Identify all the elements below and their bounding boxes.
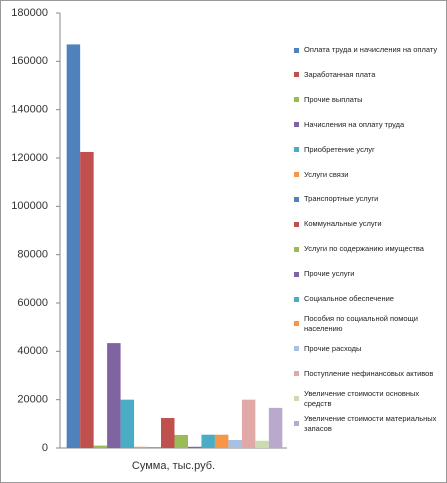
legend-swatch — [294, 97, 299, 103]
legend-swatch — [294, 221, 299, 227]
legend-label: Коммунальные услуги — [304, 219, 382, 229]
legend-entry: Пособия по социальной помощи населению — [294, 314, 442, 334]
bar — [134, 446, 148, 448]
legend-entry: Приобретение услуг — [294, 140, 442, 160]
bar — [214, 434, 229, 448]
bar — [107, 343, 121, 448]
legend-swatch — [294, 271, 299, 277]
bar — [93, 445, 108, 448]
legend-swatch — [294, 246, 299, 252]
bar — [174, 434, 188, 448]
legend-entry: Оплата труда и начисления на оплату — [294, 40, 442, 60]
legend-entry: Увеличение стоимости основных средств — [294, 389, 442, 409]
legend-label: Оплата труда и начисления на оплату — [304, 45, 438, 54]
y-tick-label: 140000 — [11, 104, 48, 116]
bar — [147, 447, 162, 448]
legend-label: Прочие выплаты — [304, 94, 363, 104]
y-tick-label: 20000 — [17, 394, 48, 406]
bar — [66, 44, 81, 449]
legend-label: Приобретение услуг — [304, 144, 375, 154]
y-tick-label: 80000 — [17, 249, 48, 261]
legend-swatch — [294, 346, 299, 352]
legend-swatch — [294, 72, 299, 78]
legend-entry: Прочие выплаты — [294, 90, 442, 110]
legend-swatch — [294, 396, 299, 402]
legend-label: Пособия по социальной помощи населению — [304, 313, 418, 333]
bar — [187, 446, 202, 448]
legend-entry: Услуги связи — [294, 165, 442, 185]
y-tick-label: 160000 — [11, 55, 48, 67]
legend-entry: Прочие услуги — [294, 264, 442, 284]
legend-entry: Прочие расходы — [294, 339, 442, 359]
bar — [241, 399, 256, 448]
legend-swatch — [294, 147, 299, 153]
legend-swatch — [294, 47, 299, 53]
bar — [268, 407, 283, 448]
bar — [228, 440, 242, 448]
y-tick-label: 180000 — [11, 7, 48, 19]
legend-label: Прочие услуги — [304, 269, 355, 279]
y-tick-label: 100000 — [11, 200, 48, 212]
legend-label: Поступление нефинансовых активов — [304, 368, 434, 378]
legend-entry: Увеличение стоимости материальных запасо… — [294, 414, 442, 434]
bar — [255, 440, 269, 448]
legend-swatch — [294, 371, 299, 377]
legend-label: Увеличение стоимости материальных запасо… — [304, 413, 437, 433]
x-tick-label: Сумма, тыс.руб. — [132, 460, 215, 472]
y-tick-label: 0 — [42, 442, 48, 454]
legend-swatch — [294, 296, 299, 302]
legend-label: Услуги связи — [304, 169, 349, 179]
bar — [120, 399, 135, 448]
legend-swatch — [294, 421, 299, 426]
legend-entry: Социальное обеспечение — [294, 289, 442, 309]
y-tick-label: 120000 — [11, 152, 48, 164]
bar — [161, 418, 175, 448]
legend-label: Увеличение стоимости основных средств — [304, 388, 420, 408]
legend-label: Начисления на оплату труда — [304, 119, 405, 129]
legend-entry: Транспортные услуги — [294, 189, 442, 209]
legend-label: Прочие расходы — [304, 343, 362, 353]
legend-swatch — [294, 122, 299, 128]
legend-swatch — [294, 196, 299, 202]
legend-entry: Заработанная плата — [294, 65, 442, 85]
legend-entry: Поступление нефинансовых активов — [294, 364, 442, 384]
bar — [201, 434, 215, 448]
legend-entry: Услуги по содержанию имущества — [294, 239, 442, 259]
y-tick-label: 40000 — [17, 345, 48, 357]
legend-label: Услуги по содержанию имущества — [304, 244, 424, 254]
legend-swatch — [294, 321, 299, 327]
legend-label: Транспортные услуги — [304, 194, 379, 204]
legend-entry: Начисления на оплату труда — [294, 115, 442, 135]
y-tick-label: 60000 — [17, 297, 48, 309]
legend-label: Заработанная плата — [304, 69, 376, 79]
legend-swatch — [294, 172, 299, 177]
legend-label: Социальное обеспечение — [304, 294, 394, 303]
legend-entry: Коммунальные услуги — [294, 214, 442, 234]
bar — [80, 151, 94, 449]
